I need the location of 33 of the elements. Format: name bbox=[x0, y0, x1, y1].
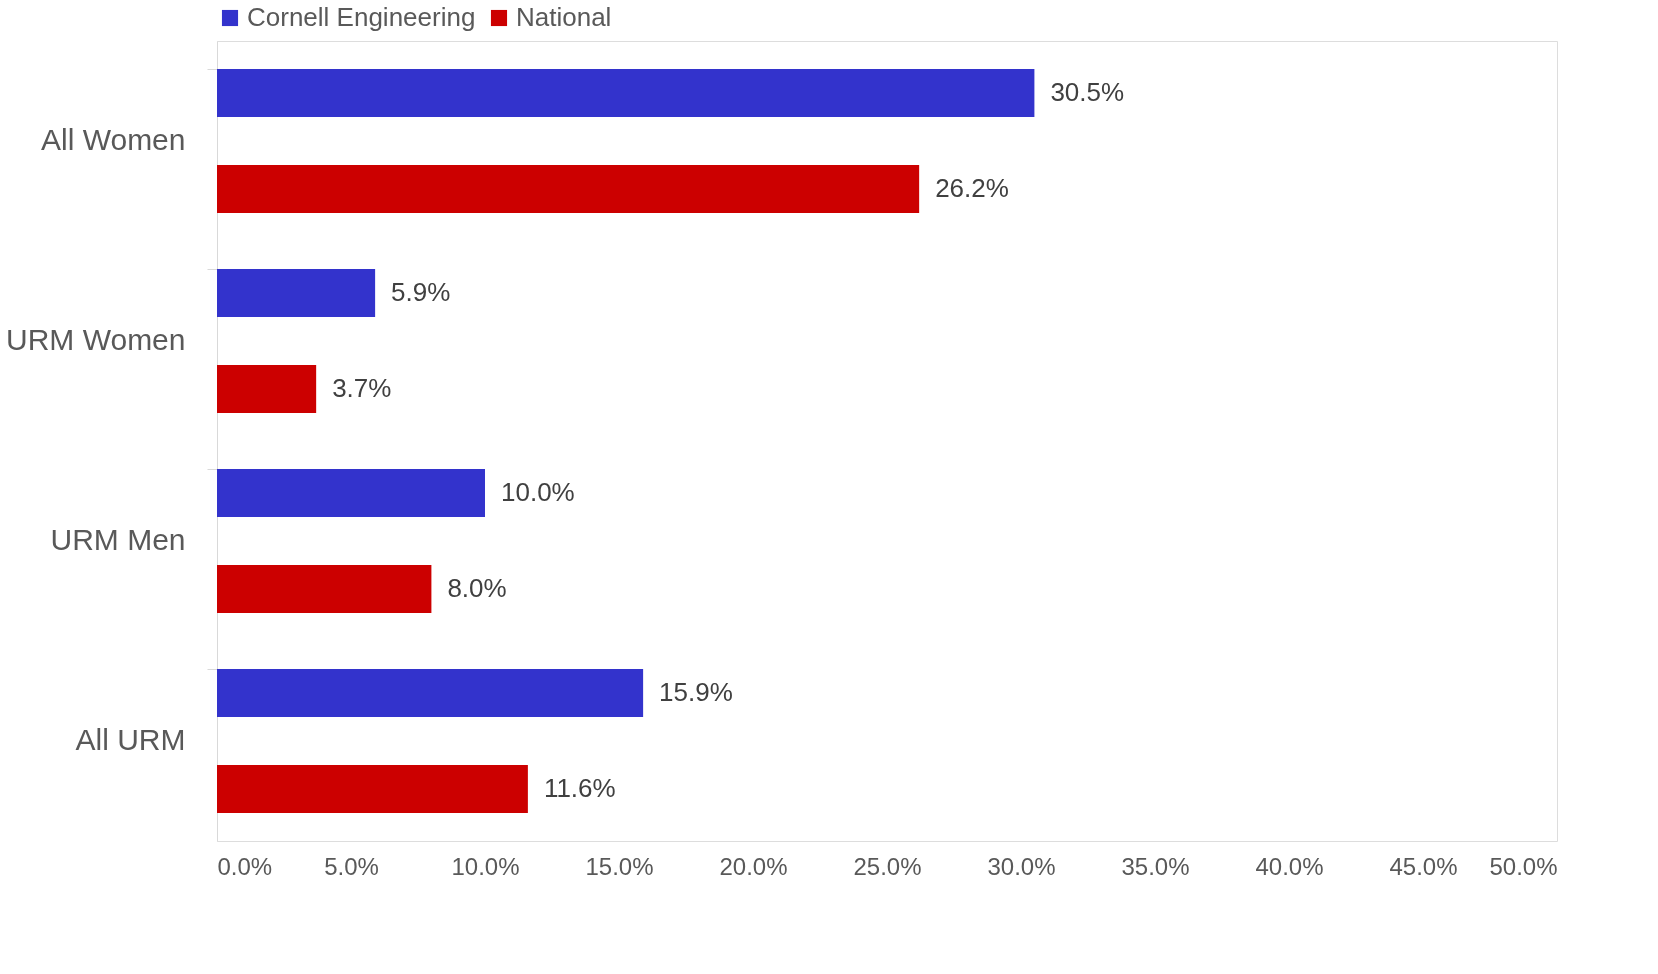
x-tick-label: 0.0% bbox=[217, 852, 273, 880]
legend-label: National bbox=[516, 2, 612, 32]
bar bbox=[217, 565, 432, 613]
x-tick-label: 15.0% bbox=[585, 852, 654, 880]
x-tick-label: 25.0% bbox=[853, 852, 922, 880]
y-tick-label: URM Men bbox=[50, 523, 186, 556]
x-tick-label: 35.0% bbox=[1121, 852, 1190, 880]
bar bbox=[217, 165, 920, 213]
x-tick-label: 10.0% bbox=[451, 852, 520, 880]
x-tick-label: 40.0% bbox=[1255, 852, 1324, 880]
data-label: 15.9% bbox=[659, 677, 733, 707]
data-label: 10.0% bbox=[501, 477, 575, 507]
x-tick-label: 45.0% bbox=[1389, 852, 1458, 880]
data-label: 3.7% bbox=[332, 373, 392, 403]
data-label: 26.2% bbox=[935, 173, 1009, 203]
data-label: 5.9% bbox=[391, 277, 451, 307]
x-tick-label: 30.0% bbox=[987, 852, 1056, 880]
x-tick-label: 20.0% bbox=[719, 852, 788, 880]
y-tick-label: All URM bbox=[75, 723, 186, 756]
bar bbox=[217, 669, 644, 717]
x-tick-label: 5.0% bbox=[324, 852, 379, 880]
legend-label: Cornell Engineering bbox=[247, 2, 476, 32]
bar bbox=[217, 765, 528, 813]
data-label: 11.6% bbox=[543, 773, 616, 803]
x-tick-label: 50.0% bbox=[1489, 852, 1558, 880]
bar bbox=[217, 69, 1035, 117]
bar bbox=[217, 365, 317, 413]
bar bbox=[217, 269, 376, 317]
data-label: 30.5% bbox=[1050, 77, 1125, 107]
data-label: 8.0% bbox=[447, 573, 507, 603]
y-tick-label: URM Women bbox=[6, 323, 186, 356]
y-tick-label: All Women bbox=[41, 123, 186, 156]
bar bbox=[217, 469, 485, 517]
